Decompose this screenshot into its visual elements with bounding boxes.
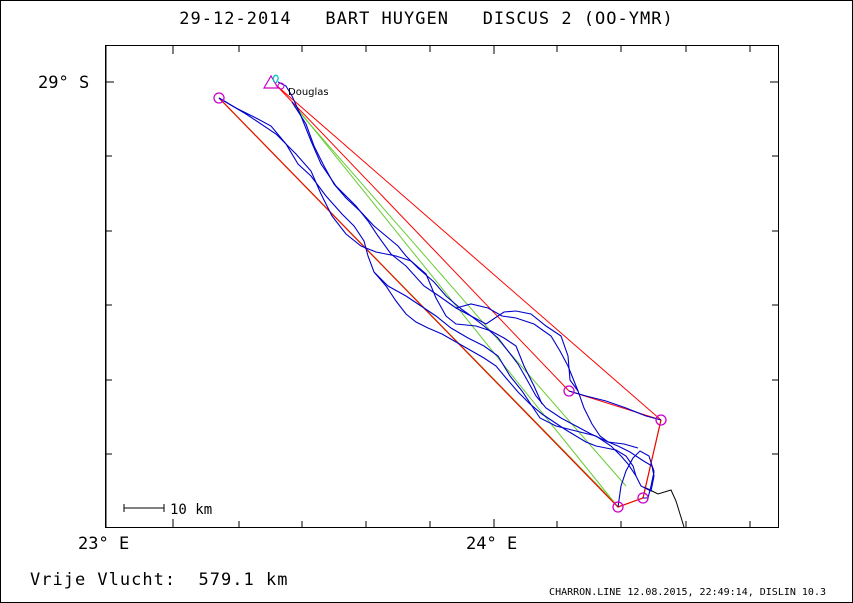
flight-map: Douglas 10 km	[105, 45, 779, 528]
task-legs-red	[218, 84, 662, 508]
longitude-label-24e: 24° E	[466, 534, 518, 554]
scale-bar	[123, 504, 165, 512]
turnpoint-circle	[213, 92, 225, 104]
page-title: 29-12-2014 BART HUYGEN DISCUS 2 (OO-YMR)	[0, 9, 853, 29]
credits-line: CHARRON.LINE 12.08.2015, 22:49:14, DISLI…	[549, 587, 826, 598]
start-marker	[262, 74, 285, 90]
turnpoint-circle	[637, 492, 649, 504]
glider-name: DISCUS 2 (OO-YMR)	[482, 9, 674, 29]
scale-bar-label: 10 km	[170, 502, 212, 518]
latitude-label: 29° S	[38, 73, 90, 93]
task-legs-green	[218, 97, 627, 508]
flight-track	[218, 81, 662, 508]
flight-date: 29-12-2014	[179, 9, 292, 29]
turnpoints	[213, 92, 667, 513]
turnpoint-circle	[655, 414, 667, 426]
axis-ticks	[106, 46, 778, 527]
distance-value: 579.1 km	[198, 570, 289, 590]
distance-label: Vrije Vlucht:	[30, 570, 177, 590]
distance-summary: Vrije Vlucht: 579.1 km	[30, 570, 288, 590]
turnpoint-circle	[612, 501, 624, 513]
longitude-label-23e: 23° E	[78, 534, 130, 554]
pilot-name: BART HUYGEN	[325, 9, 449, 29]
start-location-label: Douglas	[288, 87, 329, 98]
boundary-line	[643, 486, 685, 527]
turnpoint-circle	[563, 385, 575, 397]
